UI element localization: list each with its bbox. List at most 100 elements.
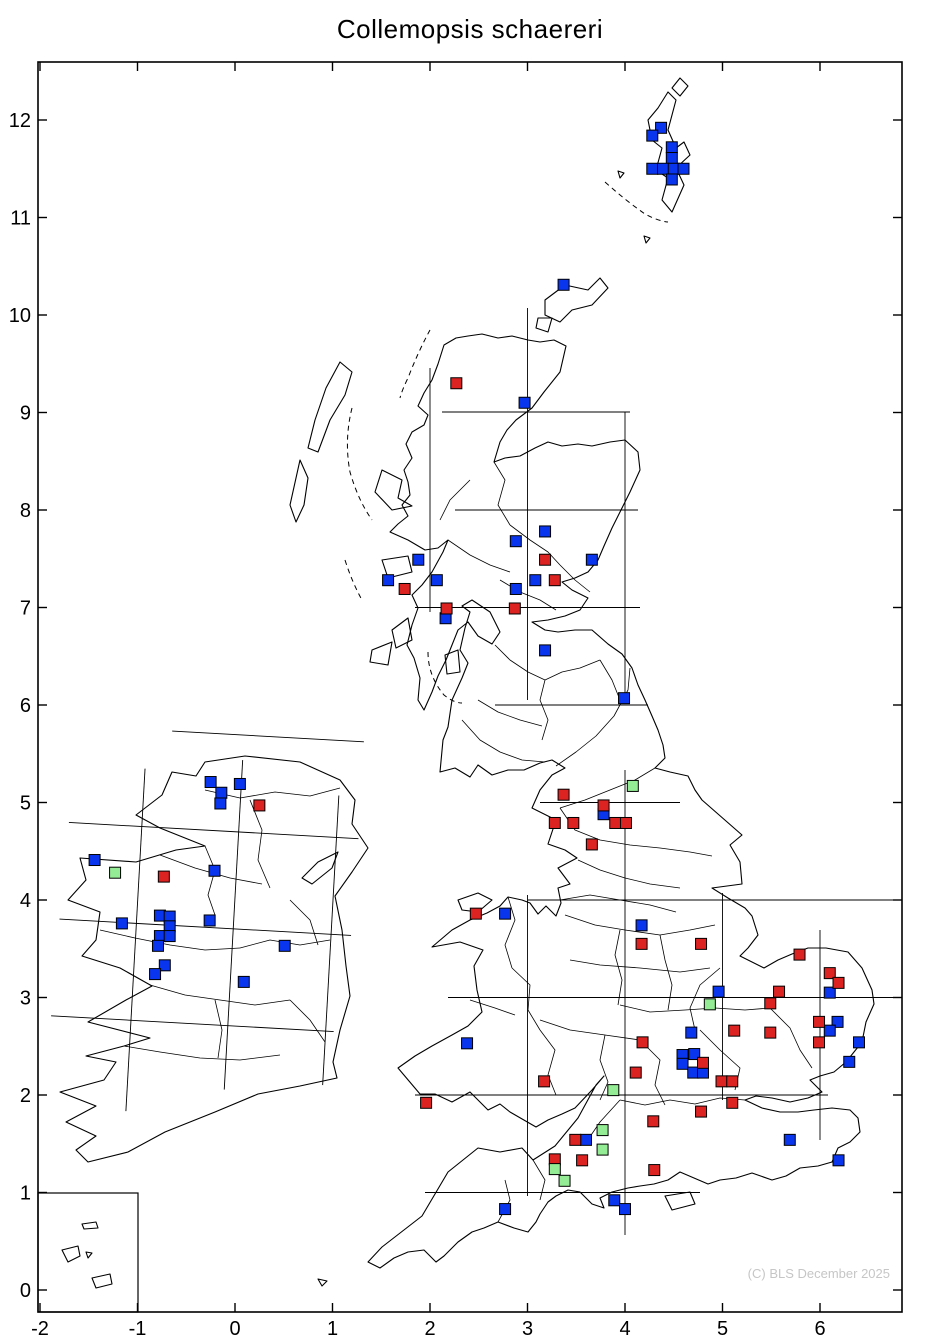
record-square-red-records [636,1036,649,1049]
record-square-blue-records [618,692,631,705]
coastline-layer [59,77,875,1287]
orkney-outline [544,277,609,323]
y-tick-label: 2 [20,1085,31,1107]
record-square-blue-records [646,129,659,142]
record-square-red-records [609,816,622,829]
record-square-red-records [728,1024,741,1037]
record-square-red-records [764,1026,777,1039]
record-square-red-records [567,816,580,829]
record-square-blue-records [646,162,659,175]
record-square-red-records [823,967,836,980]
x-tick-label: -2 [31,1318,49,1340]
record-square-blue-records [832,1154,845,1167]
x-tick-label: 1 [327,1318,338,1340]
record-square-blue-records [149,968,162,981]
record-square-blue-records [619,1203,631,1216]
record-square-red-records [508,602,521,615]
record-square-blue-records [215,786,228,799]
axis-ticks [38,62,902,1312]
record-square-blue-records [608,1194,621,1207]
y-tick-label: 7 [20,598,31,620]
record-square-blue-records [430,574,443,587]
x-tick-label: 5 [717,1318,728,1340]
record-square-blue-records [635,919,648,932]
records-layer [88,121,865,1216]
record-square-red-records [635,937,648,950]
skye-outline [374,469,413,511]
record-square-blue-records [529,574,542,587]
y-tick-label: 8 [20,500,31,522]
jersey-outline [91,1273,113,1289]
great-britain-outline [367,333,875,1269]
record-square-green-records [626,779,639,792]
record-square-blue-records [412,553,425,566]
record-square-red-records [629,1066,642,1079]
dashed-boundary-layer [344,181,669,704]
x-tick-label: -1 [129,1318,147,1340]
record-square-red-records [813,1036,826,1049]
record-square-blue-records [823,1024,836,1037]
record-square-blue-records [208,864,221,877]
anglesey-outline [457,892,493,913]
plot-border [37,61,903,1313]
islay-outline [369,641,393,666]
record-square-blue-records [676,1057,689,1070]
record-square-blue-records [499,907,512,920]
uists-outline [289,459,309,523]
record-square-blue-records [677,162,690,175]
y-tick-label: 9 [20,403,31,425]
record-square-red-records [576,1154,589,1167]
jura-outline [391,617,413,649]
record-square-red-records [538,1075,551,1088]
y-tick-label: 12 [9,110,31,132]
record-square-red-records [539,553,552,566]
record-square-red-records [440,602,453,615]
x-tick-label: 0 [229,1318,240,1340]
guernsey-outline [61,1245,81,1263]
record-square-green-records [109,866,122,879]
record-square-blue-records [203,914,216,927]
x-tick-label: 3 [522,1318,533,1340]
record-square-blue-records [655,121,668,134]
record-square-blue-records [585,553,598,566]
y-tick-label: 10 [9,305,31,327]
record-square-red-records [597,799,610,812]
record-square-blue-records [518,396,531,409]
record-square-blue-records [382,574,395,587]
record-square-red-records [469,907,482,920]
record-square-green-records [607,1084,620,1097]
yell-outline [671,77,689,97]
arran-outline [444,649,461,675]
record-square-red-records [715,1075,728,1088]
record-square-blue-records [509,535,522,548]
record-square-red-records [695,937,708,950]
record-square-red-records [398,582,411,595]
record-square-blue-records [685,1026,698,1039]
record-square-blue-records [712,985,725,998]
copyright-watermark: (C) BLS December 2025 [748,1266,890,1281]
record-square-red-records [647,1115,660,1128]
y-tick-label: 5 [20,793,31,815]
record-square-blue-records [557,278,570,291]
record-square-blue-records [151,939,164,952]
ireland-outline [59,755,369,1163]
y-tick-label: 11 [10,208,31,230]
x-axis-tick-labels: -2 -1 0 1 2 3 4 5 6 [31,1318,825,1340]
channel-islands-inset [37,1192,139,1313]
record-square-red-records [548,816,561,829]
mull-outline [381,555,413,579]
record-square-blue-records [665,141,678,154]
y-tick-label: 1 [20,1183,31,1205]
y-tick-label: 6 [20,695,31,717]
record-square-green-records [596,1143,609,1156]
scilly-outline [317,1278,328,1287]
record-square-red-records [726,1096,739,1109]
record-square-red-records [619,816,632,829]
record-square-blue-records [853,1036,865,1049]
record-square-red-records [764,997,777,1010]
record-square-blue-records [539,525,552,538]
record-square-blue-records [461,1037,474,1050]
record-square-red-records [697,1056,709,1069]
